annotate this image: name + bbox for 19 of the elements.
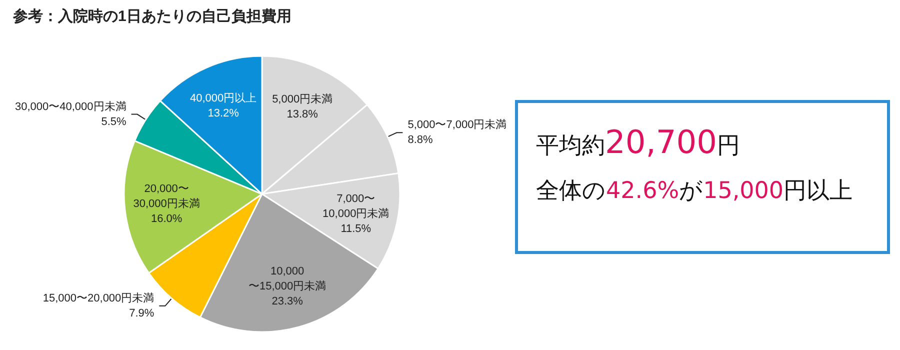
- chart-title: 参考：入院時の1日あたりの自己負担費用: [12, 8, 292, 25]
- data-label: 23.3%: [272, 296, 304, 308]
- slice-label: 10,000 〜15,000円未満: [248, 266, 326, 293]
- slice-label: 30,000〜40,000円未満: [14, 100, 126, 113]
- slice-label: 5,000〜7,000円未満: [408, 118, 507, 132]
- data-label: 13.8%: [286, 108, 318, 120]
- slice-label: 20,000〜 30,000円未満: [133, 183, 200, 210]
- data-label: 16.0%: [150, 213, 182, 226]
- data-label: 11.5%: [340, 223, 372, 236]
- text: 全体の42.6%が15,000円以上: [536, 177, 854, 206]
- data-label: 13.2%: [208, 108, 240, 120]
- slice-label: 5,000円未満: [272, 92, 333, 106]
- data-label: 8.8%: [408, 134, 433, 146]
- text: 平均約20,700円: [536, 123, 741, 161]
- data-label: 5.5%: [101, 116, 127, 128]
- slice-label: 7,000〜 10,000円未満: [322, 193, 390, 220]
- data-label: 7.9%: [129, 307, 154, 320]
- slice-label: 15,000〜20,000円未満: [42, 291, 154, 304]
- slice-label: 40,000円以上: [190, 92, 257, 105]
